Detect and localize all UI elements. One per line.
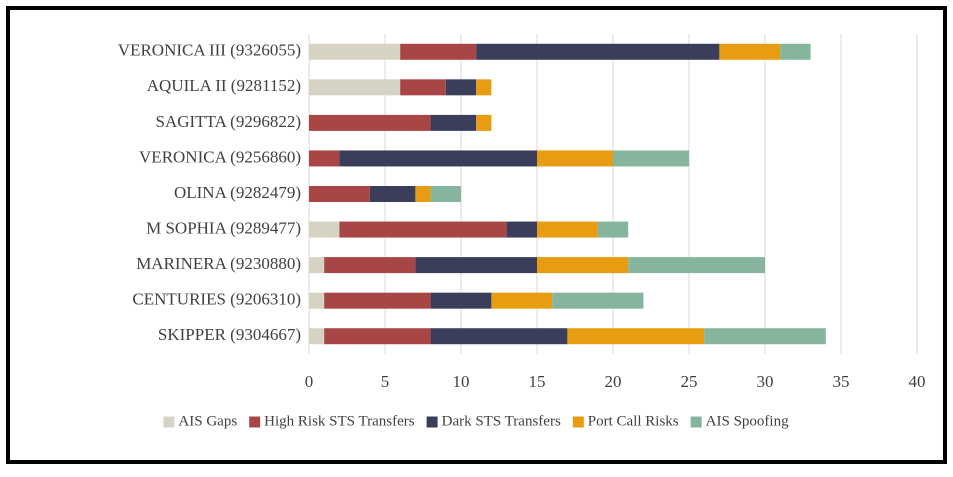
bar-segment bbox=[415, 257, 537, 274]
bar-segment bbox=[309, 79, 401, 96]
bar-segment bbox=[537, 150, 613, 167]
bar-segment bbox=[491, 292, 553, 309]
y-tick-label: VERONICA (9256860) bbox=[139, 147, 301, 166]
bar-segment bbox=[567, 328, 705, 345]
bar-segment bbox=[704, 328, 826, 345]
legend-swatch bbox=[163, 416, 175, 428]
bar-segment bbox=[309, 292, 325, 309]
legend-label: AIS Gaps bbox=[178, 413, 237, 429]
legend-label: AIS Spoofing bbox=[706, 413, 789, 429]
bar-segment bbox=[324, 292, 431, 309]
y-tick-label: VERONICA III (9326055) bbox=[118, 41, 301, 60]
x-tick-label: 35 bbox=[833, 372, 850, 391]
bar-segment bbox=[430, 114, 477, 131]
bar-segment bbox=[309, 43, 401, 60]
bar-segment bbox=[309, 221, 340, 238]
bar-segment bbox=[309, 150, 340, 167]
bar-segment bbox=[339, 221, 507, 238]
bar-segment bbox=[476, 114, 492, 131]
bar-segment bbox=[506, 221, 537, 238]
x-tick-label: 10 bbox=[453, 372, 470, 391]
x-tick-label: 15 bbox=[529, 372, 546, 391]
bar-segment bbox=[324, 257, 416, 274]
x-tick-label: 40 bbox=[909, 372, 926, 391]
bar-segment bbox=[780, 43, 811, 60]
y-tick-label: M SOPHIA (9289477) bbox=[146, 218, 301, 237]
y-tick-label: SKIPPER (9304667) bbox=[158, 325, 301, 344]
y-tick-label: OLINA (9282479) bbox=[174, 183, 301, 202]
x-tick-label: 30 bbox=[757, 372, 774, 391]
bar-segment bbox=[628, 257, 765, 274]
bar-segment bbox=[400, 79, 446, 96]
bar-segment bbox=[369, 186, 416, 202]
y-tick-label: AQUILA II (9281152) bbox=[147, 76, 301, 95]
x-tick-label: 5 bbox=[381, 372, 390, 391]
y-tick-label: CENTURIES (9206310) bbox=[132, 290, 301, 309]
bar-segment bbox=[430, 292, 492, 309]
bar-segment bbox=[309, 257, 325, 274]
bar-segment bbox=[537, 257, 629, 274]
bar-segment bbox=[309, 328, 325, 345]
bar-segment bbox=[415, 186, 431, 202]
bar-segment bbox=[309, 114, 431, 131]
legend-label: Port Call Risks bbox=[588, 413, 679, 429]
bar-segment bbox=[719, 43, 781, 60]
legend-label: Dark STS Transfers bbox=[442, 413, 561, 429]
x-tick-label: 25 bbox=[681, 372, 698, 391]
bar-segment bbox=[400, 43, 477, 60]
y-tick-label: MARINERA (9230880) bbox=[136, 254, 301, 273]
legend-swatch bbox=[426, 416, 438, 428]
bar-segment bbox=[324, 328, 431, 345]
bar-segment bbox=[430, 328, 568, 345]
bar-segment bbox=[476, 43, 720, 60]
bar-segment bbox=[309, 186, 370, 202]
bar-segment bbox=[476, 79, 492, 96]
bar-segment bbox=[597, 221, 629, 238]
legend-swatch bbox=[690, 416, 702, 428]
x-tick-label: 20 bbox=[605, 372, 622, 391]
legend-swatch bbox=[572, 416, 584, 428]
bar-segment bbox=[613, 150, 689, 167]
bar-segment bbox=[430, 186, 461, 202]
x-tick-label: 0 bbox=[305, 372, 314, 391]
legend-label: High Risk STS Transfers bbox=[264, 413, 415, 429]
bar-segment bbox=[537, 221, 598, 238]
legend-swatch bbox=[249, 416, 261, 428]
bar-segment bbox=[445, 79, 477, 96]
bar-segment bbox=[552, 292, 644, 309]
bar-segment bbox=[339, 150, 537, 167]
y-tick-label: SAGITTA (9296822) bbox=[156, 112, 302, 131]
